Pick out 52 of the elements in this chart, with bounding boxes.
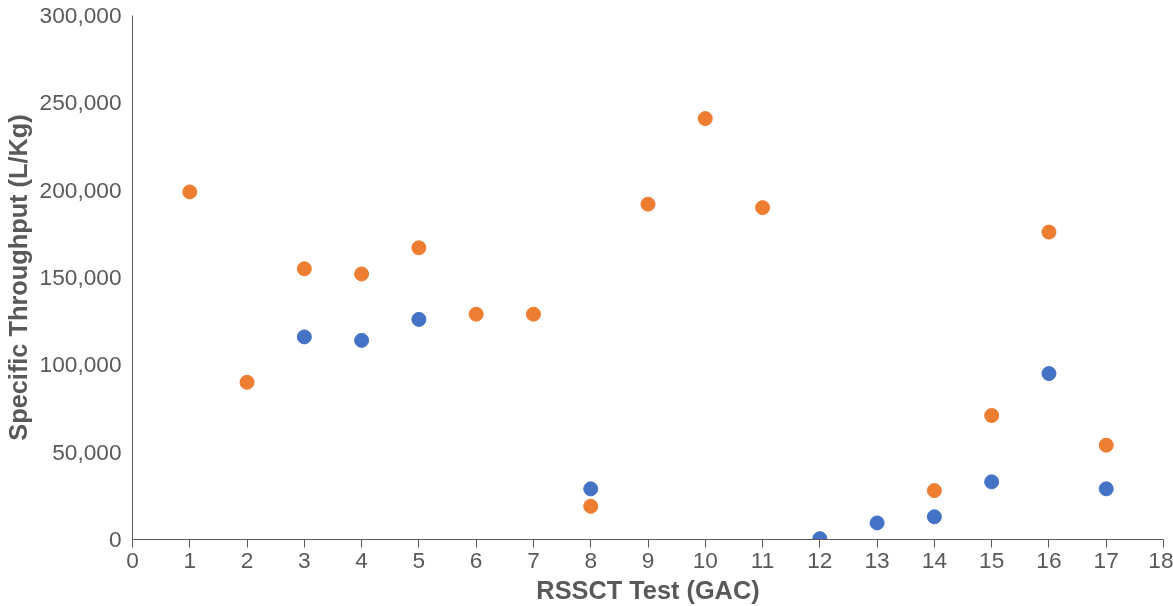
point [182,184,198,200]
x-tick-label: 10 [692,546,718,573]
x-tick-label: 9 [641,546,655,573]
point [583,481,599,497]
x-axis-title: RSSCT Test (GAC) [536,575,760,604]
point [296,329,312,345]
x-tick-label: 14 [921,546,947,573]
point [1098,481,1114,497]
x-tick-label: 12 [807,546,833,573]
y-tick-label: 250,000 [39,89,122,116]
point [926,483,942,499]
point [468,306,484,322]
point [354,266,370,282]
point [411,311,427,327]
point [755,200,771,216]
x-tick-label: 15 [979,546,1005,573]
x-tick-label: 7 [527,546,540,573]
point [926,509,942,525]
x-tick-label: 3 [298,546,311,573]
y-axis-title: Specific Throughput (L/Kg) [3,114,32,441]
x-tick-label: 6 [469,546,483,573]
point [1041,224,1057,240]
x-tick-label: 13 [864,546,890,573]
x-tick-label: 16 [1036,546,1062,573]
x-tick-label: 0 [126,546,139,573]
point [984,474,1000,490]
point [296,261,312,277]
y-tick-label: 100,000 [39,351,122,378]
y-tick-label: 150,000 [39,264,122,290]
x-tick-label: 1 [183,546,197,573]
point [640,196,656,212]
x-tick-label: 5 [412,546,426,573]
y-tick-label: 200,000 [39,176,122,203]
point [1041,366,1057,382]
point [239,374,255,390]
point [869,515,885,531]
point [984,408,1000,423]
x-tick-label: 2 [240,546,254,573]
point [411,240,427,256]
point [525,306,541,322]
x-tick-label: 4 [355,546,368,573]
x-tick-label: 8 [584,546,598,573]
point [354,332,370,348]
y-tick-label: 50,000 [52,438,122,465]
point [583,498,599,514]
y-tick-label: 0 [108,526,122,552]
x-tick-label: 11 [750,546,775,573]
y-tick-label: 300,000 [39,2,122,28]
point [1098,437,1114,453]
x-tick-label: 17 [1093,546,1119,573]
point [697,111,713,127]
x-tick-label: 18 [1148,546,1173,573]
